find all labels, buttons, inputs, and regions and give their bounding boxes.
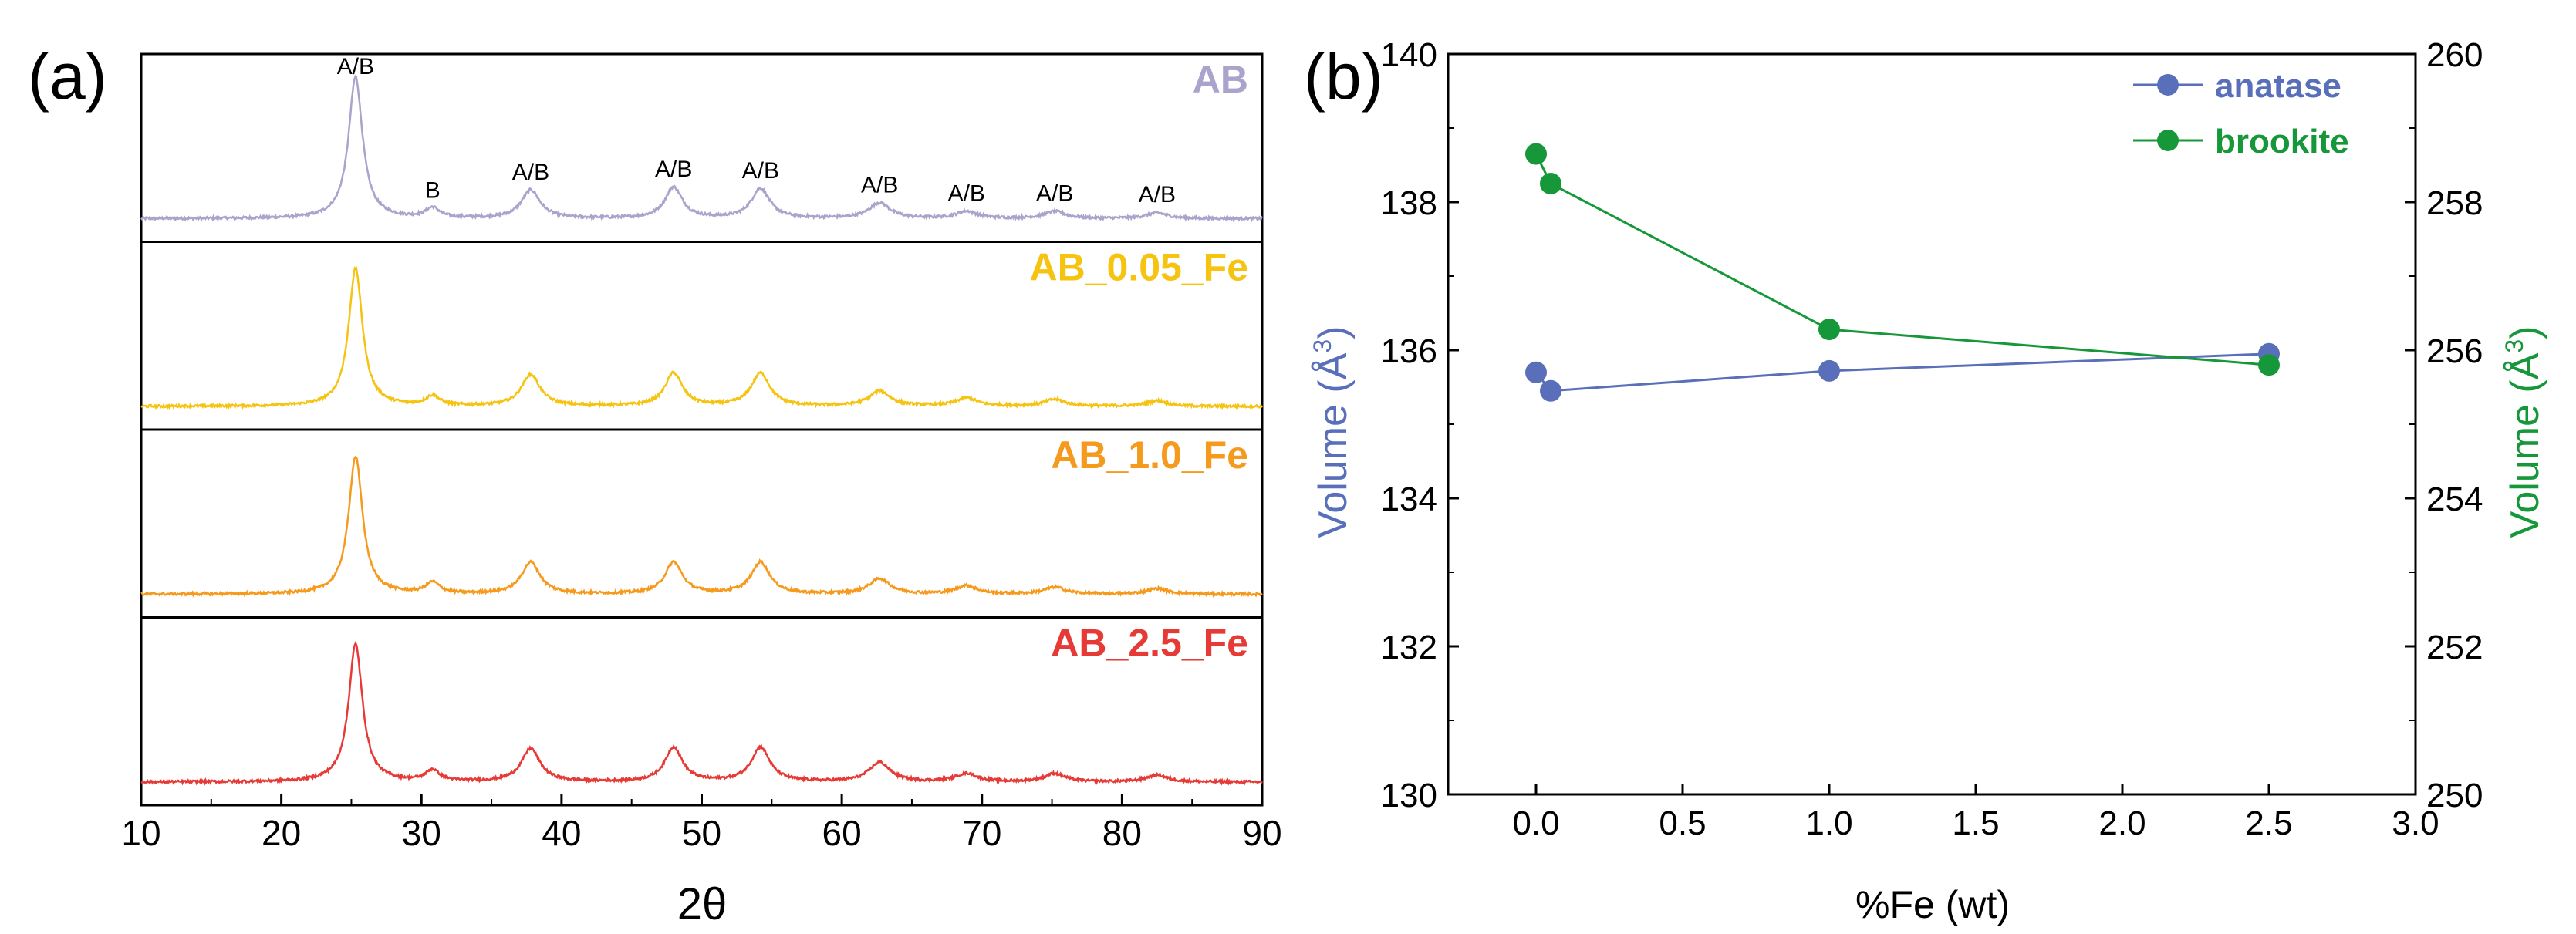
y-tick-label: 140	[1381, 36, 1437, 74]
series-label-AB_0.05_Fe: AB_0.05_Fe	[1030, 246, 1249, 289]
series-label-AB: AB	[1193, 58, 1248, 101]
data-point-anatase	[1818, 359, 1840, 382]
y2-tick-label: 256	[2426, 332, 2483, 370]
peak-annotation: A/B	[1139, 182, 1176, 207]
panel-b-series	[1525, 143, 2280, 402]
x-tick-label: 1.5	[1952, 804, 1999, 842]
panel-b-x-axis-label: %Fe (wt)	[1855, 883, 2010, 926]
panel-a-traces	[140, 74, 1263, 786]
x-tick-label: 40	[542, 813, 581, 853]
series-line-anatase	[1534, 352, 2270, 393]
y2-tick-label: 250	[2426, 777, 2483, 814]
panel-a-x-axis-label: 2θ	[677, 879, 728, 929]
x-tick-label: 0.5	[1659, 804, 1706, 842]
x-tick-label: 2.5	[2245, 804, 2292, 842]
peak-annotation: A/B	[337, 54, 374, 79]
y-tick-label: 136	[1381, 332, 1437, 370]
x-tick-label: 70	[962, 813, 1001, 853]
panel-b-x-ticks: 0.0 0.5 1.0 1.5 2.0 2.5 3.0	[1512, 784, 2439, 842]
x-tick-label: 1.0	[1805, 804, 1852, 842]
data-point-brookite	[1525, 143, 1547, 165]
series-line-brookite	[1534, 153, 2270, 366]
panel-b-right-y-axis-label: Volume (Å3)	[2500, 325, 2547, 538]
legend-label-brookite: brookite	[2215, 123, 2349, 160]
xrd-trace-AB_2.5_Fe	[140, 641, 1263, 786]
peak-annotation: A/B	[948, 180, 985, 206]
x-tick-label: 60	[822, 813, 862, 853]
panel-b-frame	[1447, 52, 2417, 796]
legend-marker-brookite	[2157, 130, 2179, 151]
x-tick-label: 30	[402, 813, 441, 853]
y2-tick-label: 260	[2426, 36, 2483, 74]
panel-b-label: (b)	[1304, 40, 1383, 113]
panel-a-peak-annotations: A/B B A/B A/B A/B A/B A/B A/B A/B	[337, 54, 1176, 207]
xrd-trace-AB	[140, 74, 1263, 223]
data-point-brookite	[1540, 173, 1561, 194]
x-tick-label: 50	[682, 813, 721, 853]
x-tick-label: 3.0	[2392, 804, 2439, 842]
series-label-AB_2.5_Fe: AB_2.5_Fe	[1051, 622, 1248, 665]
legend-marker-anatase	[2157, 74, 2179, 96]
y2-tick-label: 252	[2426, 629, 2483, 666]
panel-a-series-labels: AB AB_0.05_Fe AB_1.0_Fe AB_2.5_Fe	[1030, 58, 1249, 665]
peak-annotation: A/B	[512, 160, 549, 185]
data-point-brookite	[1818, 319, 1840, 341]
y2-tick-label: 254	[2426, 480, 2483, 518]
xrd-trace-AB_0.05_Fe	[140, 265, 1263, 410]
panel-b-left-y-axis-label: Volume (Å3)	[1308, 325, 1356, 538]
panel-a-x-ticks: 10 20 30 40 50 60 70 80 90	[121, 794, 1282, 853]
panel-b-left-y-ticks: 130 132 134 136 138 140	[1381, 36, 1459, 814]
x-tick-label: 80	[1102, 813, 1142, 853]
peak-annotation: A/B	[1036, 180, 1073, 206]
x-tick-label: 20	[262, 813, 301, 853]
x-tick-label: 90	[1242, 813, 1281, 853]
panel-a-label: (a)	[28, 40, 107, 113]
y-tick-label: 138	[1381, 184, 1437, 222]
xrd-trace-AB_1.0_Fe	[140, 455, 1263, 599]
data-point-anatase	[1525, 361, 1547, 383]
peak-annotation: A/B	[655, 157, 692, 182]
data-point-anatase	[1540, 379, 1561, 402]
x-tick-label: 10	[121, 813, 160, 853]
panel-a-dividers	[141, 241, 1262, 619]
legend-label-anatase: anatase	[2215, 67, 2341, 105]
y2-tick-label: 258	[2426, 184, 2483, 222]
data-point-brookite	[2258, 354, 2280, 376]
panel-b-legend: anatase brookite	[2133, 67, 2349, 160]
x-tick-label: 2.0	[2098, 804, 2146, 842]
peak-annotation: B	[425, 178, 441, 204]
x-tick-label: 0.0	[1512, 804, 1559, 842]
y-tick-label: 130	[1381, 777, 1437, 814]
panel-b-right-y-ticks: 250 252 254 256 258 260	[2405, 36, 2483, 814]
y-tick-label: 134	[1381, 480, 1437, 518]
series-label-AB_1.0_Fe: AB_1.0_Fe	[1051, 433, 1248, 477]
peak-annotation: A/B	[861, 172, 898, 197]
y-tick-label: 132	[1381, 629, 1437, 666]
peak-annotation: A/B	[742, 158, 779, 184]
